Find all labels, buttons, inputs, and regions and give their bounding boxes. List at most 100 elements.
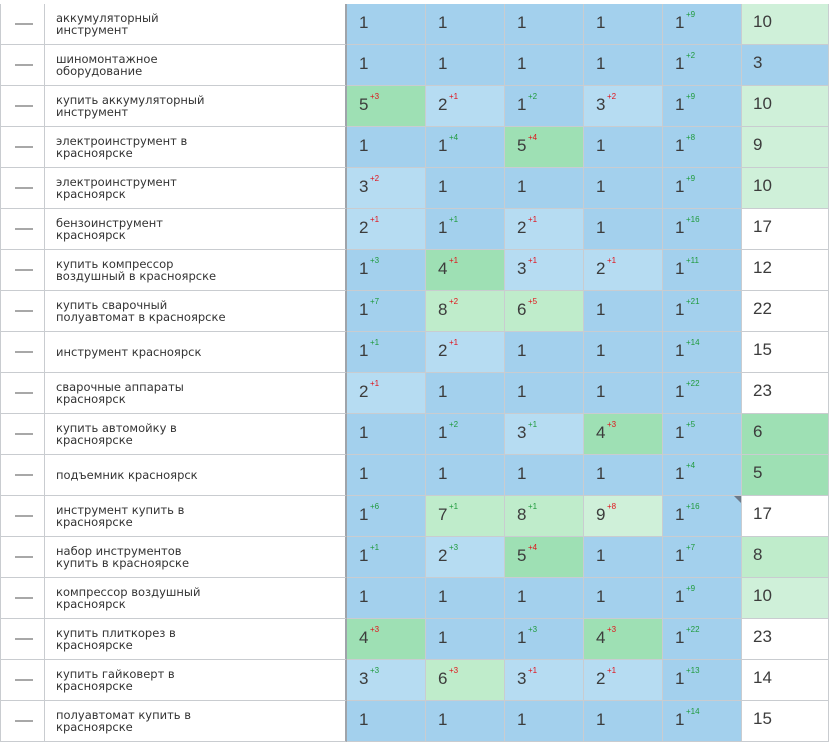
position-cell[interactable]: 2 +1 <box>347 209 426 250</box>
position-cell[interactable]: 7 +1 <box>426 496 505 537</box>
keyword-cell[interactable]: купить плиткорез в красноярске <box>45 619 347 660</box>
position-cell[interactable]: 1 +3 <box>347 250 426 291</box>
position-cell[interactable]: 1 <box>426 4 505 45</box>
average-cell[interactable]: 23 <box>742 373 829 414</box>
keyword-cell[interactable]: аккумуляторный инструмент <box>45 4 347 45</box>
position-cell[interactable]: 4 +1 <box>426 250 505 291</box>
position-cell[interactable]: 8 +1 <box>505 496 584 537</box>
position-cell[interactable]: 6 +5 <box>505 291 584 332</box>
position-cell[interactable]: 1 <box>347 45 426 86</box>
keyword-cell[interactable]: купить гайковерт в красноярске <box>45 660 347 701</box>
position-cell[interactable]: 1 <box>505 168 584 209</box>
position-cell[interactable]: 1 +8 <box>663 127 742 168</box>
row-drag-handle[interactable] <box>0 373 45 414</box>
position-cell[interactable]: 4 +3 <box>584 414 663 455</box>
position-cell[interactable]: 1 <box>426 168 505 209</box>
keyword-cell[interactable]: купить аккумуляторный инструмент <box>45 86 347 127</box>
average-cell[interactable]: 5 <box>742 455 829 496</box>
average-cell[interactable]: 17 <box>742 209 829 250</box>
position-cell[interactable]: 3 +3 <box>347 660 426 701</box>
average-cell[interactable]: 10 <box>742 168 829 209</box>
position-cell[interactable]: 1 <box>426 701 505 742</box>
position-cell[interactable]: 1 <box>584 701 663 742</box>
position-cell[interactable]: 1 <box>505 4 584 45</box>
position-cell[interactable]: 1 +1 <box>347 537 426 578</box>
position-cell[interactable]: 1 <box>584 127 663 168</box>
position-cell[interactable]: 5 +4 <box>505 127 584 168</box>
row-drag-handle[interactable] <box>0 250 45 291</box>
position-cell[interactable]: 1 +11 <box>663 250 742 291</box>
keyword-cell[interactable]: купить автомойку в красноярске <box>45 414 347 455</box>
position-cell[interactable]: 1 <box>426 619 505 660</box>
keyword-cell[interactable]: купить сварочный полуавтомат в красноярс… <box>45 291 347 332</box>
position-cell[interactable]: 1 +9 <box>663 578 742 619</box>
position-cell[interactable]: 1 +9 <box>663 168 742 209</box>
row-drag-handle[interactable] <box>0 496 45 537</box>
position-cell[interactable]: 1 <box>347 701 426 742</box>
position-cell[interactable]: 1 +2 <box>505 86 584 127</box>
average-cell[interactable]: 22 <box>742 291 829 332</box>
position-cell[interactable]: 1 <box>347 414 426 455</box>
average-cell[interactable]: 10 <box>742 4 829 45</box>
row-drag-handle[interactable] <box>0 414 45 455</box>
position-cell[interactable]: 1 <box>584 4 663 45</box>
position-cell[interactable]: 1 +4 <box>426 127 505 168</box>
row-drag-handle[interactable] <box>0 660 45 701</box>
position-cell[interactable]: 2 +1 <box>426 86 505 127</box>
position-cell[interactable]: 1 <box>584 291 663 332</box>
average-cell[interactable]: 15 <box>742 332 829 373</box>
position-cell[interactable]: 2 +1 <box>584 660 663 701</box>
average-cell[interactable]: 17 <box>742 496 829 537</box>
row-drag-handle[interactable] <box>0 332 45 373</box>
average-cell[interactable]: 10 <box>742 578 829 619</box>
average-cell[interactable]: 10 <box>742 86 829 127</box>
position-cell[interactable]: 1 +13 <box>663 660 742 701</box>
position-cell[interactable]: 1 +6 <box>347 496 426 537</box>
row-drag-handle[interactable] <box>0 86 45 127</box>
row-drag-handle[interactable] <box>0 578 45 619</box>
average-cell[interactable]: 9 <box>742 127 829 168</box>
position-cell[interactable]: 1 +2 <box>426 414 505 455</box>
position-cell[interactable]: 1 <box>505 332 584 373</box>
position-cell[interactable]: 1 +9 <box>663 4 742 45</box>
row-drag-handle[interactable] <box>0 291 45 332</box>
row-drag-handle[interactable] <box>0 127 45 168</box>
position-cell[interactable]: 1 <box>505 455 584 496</box>
row-drag-handle[interactable] <box>0 209 45 250</box>
position-cell[interactable]: 3 +2 <box>584 86 663 127</box>
position-cell[interactable]: 5 +3 <box>347 86 426 127</box>
position-cell[interactable]: 1 <box>347 127 426 168</box>
position-cell[interactable]: 1 +14 <box>663 701 742 742</box>
position-cell[interactable]: 3 +2 <box>347 168 426 209</box>
position-cell[interactable]: 1 <box>426 455 505 496</box>
keyword-cell[interactable]: электроинструмент в красноярске <box>45 127 347 168</box>
keyword-cell[interactable]: шиномонтажное оборудование <box>45 45 347 86</box>
keyword-cell[interactable]: полуавтомат купить в красноярске <box>45 701 347 742</box>
position-cell[interactable]: 1 +4 <box>663 455 742 496</box>
position-cell[interactable]: 3 +1 <box>505 414 584 455</box>
position-cell[interactable]: 1 <box>505 373 584 414</box>
keyword-cell[interactable]: электроинструмент красноярск <box>45 168 347 209</box>
position-cell[interactable]: 8 +2 <box>426 291 505 332</box>
position-cell[interactable]: 1 +21 <box>663 291 742 332</box>
position-cell[interactable]: 1 <box>426 45 505 86</box>
keyword-cell[interactable]: инструмент красноярск <box>45 332 347 373</box>
keyword-cell[interactable]: инструмент купить в красноярске <box>45 496 347 537</box>
keyword-cell[interactable]: подъемник красноярск <box>45 455 347 496</box>
position-cell[interactable]: 5 +4 <box>505 537 584 578</box>
position-cell[interactable]: 1 +7 <box>347 291 426 332</box>
position-cell[interactable]: 1 <box>347 578 426 619</box>
keyword-cell[interactable]: компрессор воздушный красноярск <box>45 578 347 619</box>
average-cell[interactable]: 6 <box>742 414 829 455</box>
position-cell[interactable]: 1 <box>584 209 663 250</box>
position-cell[interactable]: 9 +8 <box>584 496 663 537</box>
position-cell[interactable]: 3 +1 <box>505 660 584 701</box>
position-cell[interactable]: 1 <box>584 578 663 619</box>
position-cell[interactable]: 4 +3 <box>584 619 663 660</box>
position-cell[interactable]: 1 +3 <box>505 619 584 660</box>
keyword-cell[interactable]: купить компрессор воздушный в красноярск… <box>45 250 347 291</box>
position-cell[interactable]: 1 +2 <box>663 45 742 86</box>
position-cell[interactable]: 1 +14 <box>663 332 742 373</box>
position-cell[interactable]: 1 <box>426 373 505 414</box>
position-cell[interactable]: 1 +22 <box>663 373 742 414</box>
